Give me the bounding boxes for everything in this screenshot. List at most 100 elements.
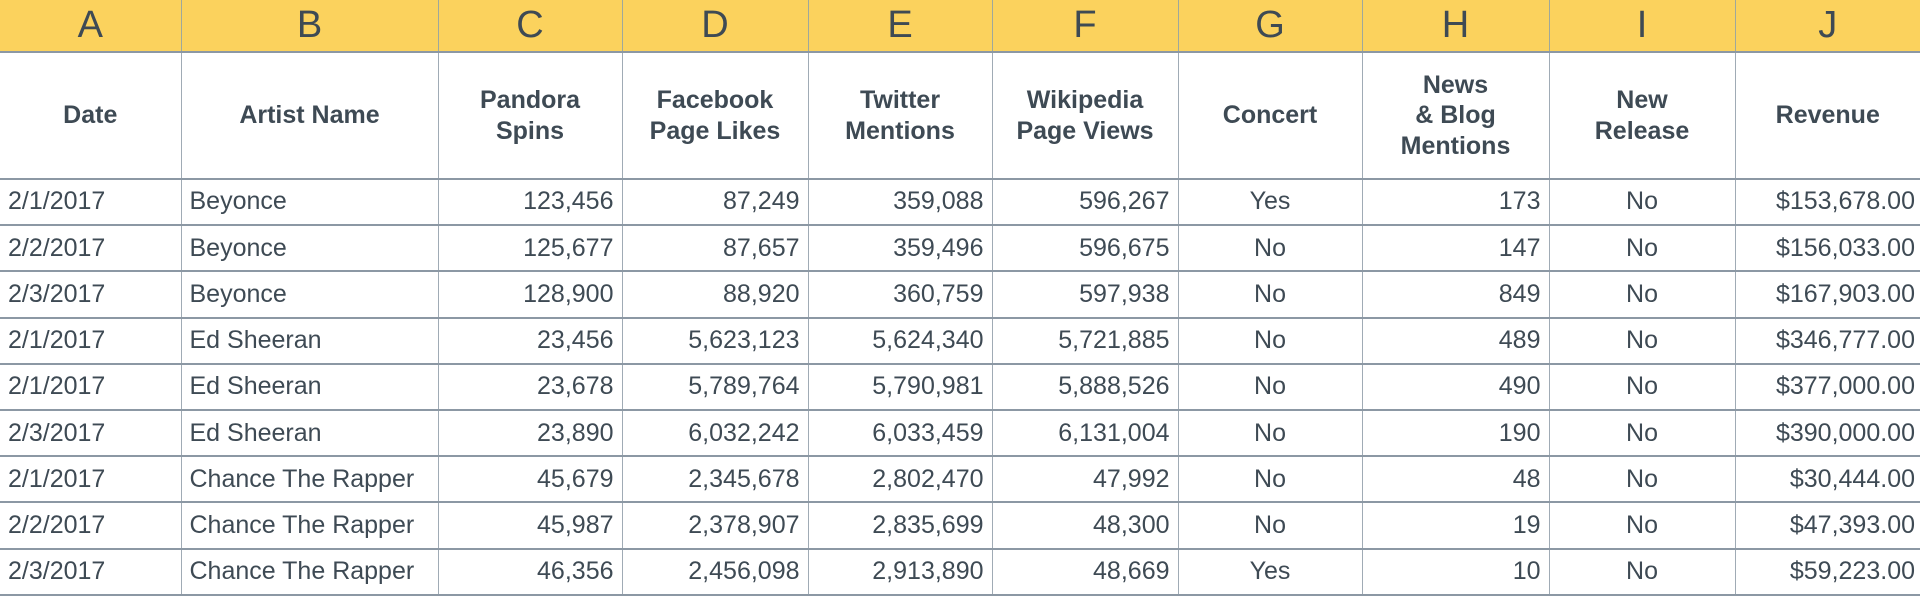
cell-a7[interactable]: 2/3/2017: [0, 409, 182, 458]
cell-e2[interactable]: 359,088: [808, 178, 993, 227]
cell-b3[interactable]: Beyonce: [181, 225, 439, 273]
cell-f6[interactable]: 5,888,526: [992, 363, 1179, 411]
header-cell-pandora-spins[interactable]: Pandora Spins: [438, 52, 623, 180]
column-header-j[interactable]: J: [1735, 0, 1920, 54]
cell-j6[interactable]: $377,000.00: [1735, 363, 1920, 411]
header-cell-artist-name[interactable]: Artist Name: [181, 52, 439, 180]
header-cell-wikipedia-page-views[interactable]: Wikipedia Page Views: [992, 52, 1179, 180]
cell-j3[interactable]: $156,033.00: [1735, 225, 1920, 273]
cell-g2[interactable]: Yes: [1178, 178, 1363, 227]
column-header-g[interactable]: G: [1178, 0, 1363, 54]
cell-a9[interactable]: 2/2/2017: [0, 502, 182, 550]
cell-i8[interactable]: No: [1549, 456, 1736, 504]
cell-a5[interactable]: 2/1/2017: [0, 317, 182, 365]
cell-j9[interactable]: $47,393.00: [1735, 502, 1920, 550]
cell-c10[interactable]: 46,356: [438, 548, 623, 596]
cell-f7[interactable]: 6,131,004: [992, 409, 1179, 458]
cell-c4[interactable]: 128,900: [438, 271, 623, 319]
cell-a4[interactable]: 2/3/2017: [0, 271, 182, 319]
cell-h8[interactable]: 48: [1362, 456, 1550, 504]
cell-d8[interactable]: 2,345,678: [622, 456, 809, 504]
cell-g3[interactable]: No: [1178, 225, 1363, 273]
cell-j5[interactable]: $346,777.00: [1735, 317, 1920, 365]
column-header-d[interactable]: D: [622, 0, 809, 54]
cell-f2[interactable]: 596,267: [992, 178, 1179, 227]
cell-c5[interactable]: 23,456: [438, 317, 623, 365]
cell-e5[interactable]: 5,624,340: [808, 317, 993, 365]
cell-a6[interactable]: 2/1/2017: [0, 363, 182, 411]
cell-c3[interactable]: 125,677: [438, 225, 623, 273]
cell-d9[interactable]: 2,378,907: [622, 502, 809, 550]
header-cell-revenue[interactable]: Revenue: [1735, 52, 1920, 180]
column-header-f[interactable]: F: [992, 0, 1179, 54]
cell-d7[interactable]: 6,032,242: [622, 409, 809, 458]
cell-c6[interactable]: 23,678: [438, 363, 623, 411]
cell-e6[interactable]: 5,790,981: [808, 363, 993, 411]
cell-f10[interactable]: 48,669: [992, 548, 1179, 596]
cell-e7[interactable]: 6,033,459: [808, 409, 993, 458]
cell-a2[interactable]: 2/1/2017: [0, 178, 182, 227]
cell-h9[interactable]: 19: [1362, 502, 1550, 550]
cell-c8[interactable]: 45,679: [438, 456, 623, 504]
cell-c7[interactable]: 23,890: [438, 409, 623, 458]
column-header-a[interactable]: A: [0, 0, 182, 54]
cell-f8[interactable]: 47,992: [992, 456, 1179, 504]
cell-i5[interactable]: No: [1549, 317, 1736, 365]
cell-f4[interactable]: 597,938: [992, 271, 1179, 319]
cell-d6[interactable]: 5,789,764: [622, 363, 809, 411]
cell-b2[interactable]: Beyonce: [181, 178, 439, 227]
cell-b4[interactable]: Beyonce: [181, 271, 439, 319]
cell-i2[interactable]: No: [1549, 178, 1736, 227]
cell-b8[interactable]: Chance The Rapper: [181, 456, 439, 504]
cell-i9[interactable]: No: [1549, 502, 1736, 550]
cell-a10[interactable]: 2/3/2017: [0, 548, 182, 596]
header-cell-date[interactable]: Date: [0, 52, 182, 180]
cell-f9[interactable]: 48,300: [992, 502, 1179, 550]
cell-j10[interactable]: $59,223.00: [1735, 548, 1920, 596]
cell-a8[interactable]: 2/1/2017: [0, 456, 182, 504]
cell-e3[interactable]: 359,496: [808, 225, 993, 273]
cell-b6[interactable]: Ed Sheeran: [181, 363, 439, 411]
cell-d2[interactable]: 87,249: [622, 178, 809, 227]
cell-h2[interactable]: 173: [1362, 178, 1550, 227]
cell-b5[interactable]: Ed Sheeran: [181, 317, 439, 365]
cell-d10[interactable]: 2,456,098: [622, 548, 809, 596]
cell-h7[interactable]: 190: [1362, 409, 1550, 458]
column-header-h[interactable]: H: [1362, 0, 1550, 54]
header-cell-news-blog-mentions[interactable]: News & Blog Mentions: [1362, 52, 1550, 180]
cell-h10[interactable]: 10: [1362, 548, 1550, 596]
cell-g7[interactable]: No: [1178, 409, 1363, 458]
cell-i7[interactable]: No: [1549, 409, 1736, 458]
column-header-e[interactable]: E: [808, 0, 993, 54]
cell-i4[interactable]: No: [1549, 271, 1736, 319]
cell-h3[interactable]: 147: [1362, 225, 1550, 273]
cell-j4[interactable]: $167,903.00: [1735, 271, 1920, 319]
cell-j7[interactable]: $390,000.00: [1735, 409, 1920, 458]
cell-a3[interactable]: 2/2/2017: [0, 225, 182, 273]
cell-j2[interactable]: $153,678.00: [1735, 178, 1920, 227]
header-cell-concert[interactable]: Concert: [1178, 52, 1363, 180]
cell-b10[interactable]: Chance The Rapper: [181, 548, 439, 596]
cell-e9[interactable]: 2,835,699: [808, 502, 993, 550]
cell-g8[interactable]: No: [1178, 456, 1363, 504]
cell-i10[interactable]: No: [1549, 548, 1736, 596]
cell-d5[interactable]: 5,623,123: [622, 317, 809, 365]
cell-g10[interactable]: Yes: [1178, 548, 1363, 596]
cell-i6[interactable]: No: [1549, 363, 1736, 411]
cell-h5[interactable]: 489: [1362, 317, 1550, 365]
cell-e8[interactable]: 2,802,470: [808, 456, 993, 504]
cell-e4[interactable]: 360,759: [808, 271, 993, 319]
cell-i3[interactable]: No: [1549, 225, 1736, 273]
cell-h4[interactable]: 849: [1362, 271, 1550, 319]
cell-g5[interactable]: No: [1178, 317, 1363, 365]
cell-g4[interactable]: No: [1178, 271, 1363, 319]
column-header-i[interactable]: I: [1549, 0, 1736, 54]
header-cell-new-release[interactable]: New Release: [1549, 52, 1736, 180]
cell-e10[interactable]: 2,913,890: [808, 548, 993, 596]
cell-b7[interactable]: Ed Sheeran: [181, 409, 439, 458]
cell-g9[interactable]: No: [1178, 502, 1363, 550]
cell-f3[interactable]: 596,675: [992, 225, 1179, 273]
header-cell-facebook-page-likes[interactable]: Facebook Page Likes: [622, 52, 809, 180]
cell-c9[interactable]: 45,987: [438, 502, 623, 550]
cell-g6[interactable]: No: [1178, 363, 1363, 411]
